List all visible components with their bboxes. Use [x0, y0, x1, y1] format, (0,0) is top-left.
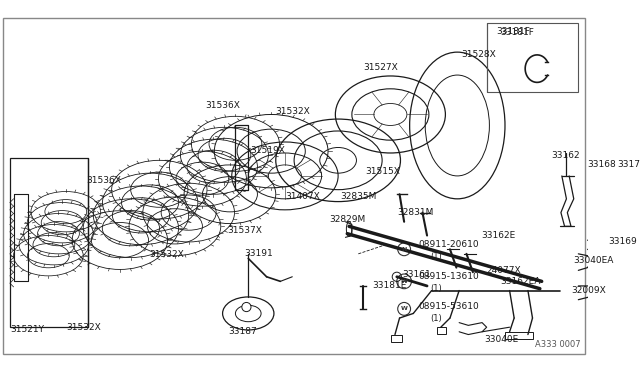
Text: 31532X: 31532X: [149, 250, 184, 259]
Ellipse shape: [397, 274, 412, 289]
Text: 31528X: 31528X: [461, 50, 496, 59]
Text: 33168: 33168: [588, 160, 616, 169]
Ellipse shape: [397, 302, 410, 315]
Text: 32835M: 32835M: [340, 192, 376, 201]
Text: W: W: [401, 279, 408, 284]
Text: (1): (1): [430, 284, 442, 293]
Text: 31537X: 31537X: [227, 226, 262, 235]
Bar: [391, 334, 403, 342]
Bar: [10, 158, 88, 327]
Text: 31536X: 31536X: [205, 101, 240, 110]
Text: 31527X: 31527X: [363, 63, 397, 72]
Text: 32009X: 32009X: [571, 286, 606, 295]
Text: 08915-13610: 08915-13610: [418, 272, 479, 281]
Text: 31532X: 31532X: [67, 323, 102, 331]
Text: 08911-20610: 08911-20610: [418, 240, 479, 249]
Text: 32831M: 32831M: [397, 208, 433, 217]
Text: 08915-53610: 08915-53610: [418, 302, 479, 311]
Ellipse shape: [242, 302, 251, 312]
Bar: [505, 332, 532, 339]
Text: 33181E: 33181E: [372, 281, 406, 291]
Text: 24077X: 24077X: [486, 266, 522, 275]
Text: 33040E: 33040E: [484, 334, 518, 343]
Text: 33040EA: 33040EA: [574, 256, 614, 265]
Text: 31515X: 31515X: [365, 167, 401, 176]
Text: 33162E: 33162E: [481, 231, 515, 240]
Text: 33162EA: 33162EA: [500, 277, 541, 286]
Text: 33169: 33169: [609, 237, 637, 246]
Text: (1): (1): [430, 252, 442, 261]
Text: 33181F: 33181F: [496, 28, 530, 36]
Text: 31519X: 31519X: [250, 146, 285, 155]
Ellipse shape: [397, 243, 410, 256]
Ellipse shape: [620, 196, 625, 202]
Text: 31532X: 31532X: [276, 107, 310, 116]
Text: 33162: 33162: [551, 151, 579, 160]
Text: 33178: 33178: [617, 160, 640, 169]
Text: 31407X: 31407X: [285, 192, 320, 201]
Text: 33187: 33187: [228, 327, 257, 336]
Text: 33181F: 33181F: [500, 28, 534, 37]
Text: N: N: [401, 247, 407, 252]
Ellipse shape: [615, 192, 630, 206]
Text: 33161: 33161: [403, 270, 431, 279]
Text: 31521Y: 31521Y: [10, 326, 44, 334]
Text: 32829M: 32829M: [329, 215, 365, 224]
Text: A333 0007: A333 0007: [534, 340, 580, 349]
Text: (1): (1): [430, 314, 442, 323]
Bar: [437, 327, 446, 334]
Text: 31536X: 31536X: [86, 176, 121, 185]
Bar: [486, 23, 579, 92]
Text: W: W: [401, 307, 408, 311]
Text: 33191: 33191: [244, 249, 273, 258]
